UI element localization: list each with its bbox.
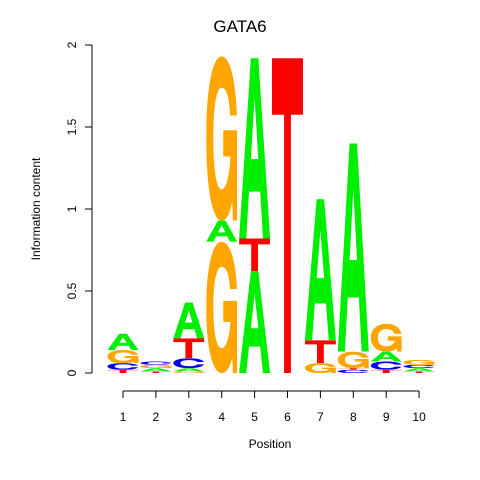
logo-letter-g [337,351,369,369]
y-tick-label: 1.5 [65,118,79,135]
logo-letter-t [403,371,435,373]
x-tick-label: 3 [185,410,192,424]
logo-letter-a [173,368,205,372]
logo-letter-t [239,238,271,272]
logo-letter-t [173,338,205,359]
y-tick-label: 2 [65,41,79,48]
logo-letter-a [107,333,139,351]
logo-letter-g [403,359,435,365]
x-tick-label: 5 [251,410,258,424]
logo-letter-g [206,56,238,221]
logo-letter-c [107,363,139,370]
x-ticks: 1 2 3 4 5 6 7 8 9 10 [120,391,426,424]
logo-letter-t [304,340,336,364]
x-tick-label: 7 [317,410,324,424]
logo-letter-c [140,361,172,365]
logo-letter-c [403,364,435,369]
x-axis-label: Position [249,437,292,451]
logo-letter-g [140,364,172,369]
logo-letter-t [140,371,172,373]
logo-letter-a [239,271,271,373]
y-axis-label: Information content [29,157,43,260]
y-axis: 0 0.5 1 1.5 2 [65,41,93,376]
logo-letter-a [140,368,172,372]
logo-letter-c [337,369,369,373]
logo-letter-g [173,371,205,373]
logo-letter-a [173,302,205,339]
logo-letter-a [239,58,271,239]
x-axis: 1 2 3 4 5 6 7 8 9 10 [120,390,426,424]
logo-letter-a [304,199,336,341]
logo-letter-g [107,350,139,364]
logo-letter-g [304,363,336,373]
logo-letter-t [107,369,139,373]
logo-letters [107,56,435,374]
logo-letter-t [370,369,402,373]
x-tick-label: 8 [350,410,357,424]
logo-letter-c [370,361,402,370]
logo-letter-c [173,358,204,369]
logo-letter-t [272,58,303,374]
logo-letter-a [370,351,402,362]
logo-letter-a [403,368,435,372]
x-tick-label: 1 [120,410,127,424]
logo-letter-g [370,323,402,352]
chart-title: GATA6 [213,17,266,36]
x-tick-label: 6 [284,410,291,424]
x-tick-label: 2 [153,410,160,424]
y-tick-label: 0 [65,369,79,376]
y-ticks: 0 0.5 1 1.5 2 [65,41,92,376]
logo-letter-t [337,368,369,370]
x-tick-label: 9 [383,410,390,424]
y-tick-label: 1 [65,205,79,212]
logo-letter-a [206,220,238,242]
logo-letter-g [206,241,238,373]
logo-letter-a [337,143,369,352]
x-tick-label: 10 [412,410,426,424]
y-tick-label: 0.5 [65,282,79,299]
x-tick-label: 4 [218,410,225,424]
